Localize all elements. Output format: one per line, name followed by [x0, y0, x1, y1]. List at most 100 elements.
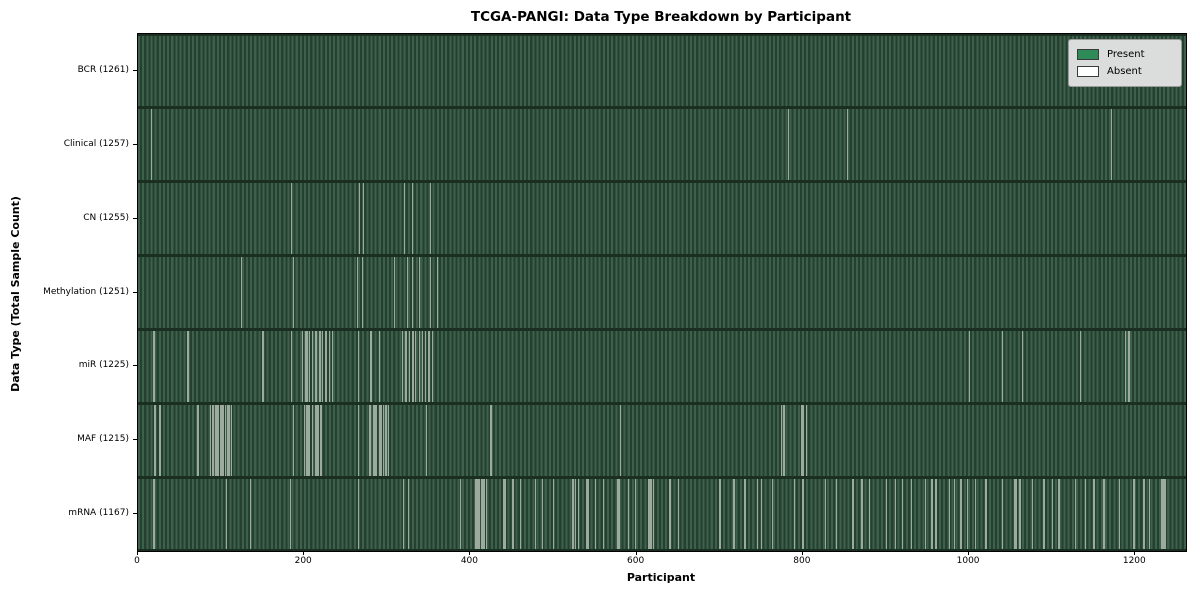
absent-mark	[771, 478, 774, 550]
absent-mark	[1058, 478, 1060, 550]
absent-mark	[385, 404, 387, 476]
absent-mark	[187, 331, 189, 402]
absent-mark	[308, 404, 311, 476]
y-tick-label: BCR (1261)	[77, 64, 129, 75]
absent-mark	[215, 404, 218, 476]
absent-mark	[1143, 478, 1145, 550]
absent-mark	[802, 478, 804, 550]
absent-mark	[393, 257, 395, 328]
absent-mark	[306, 331, 308, 402]
legend-label-absent: Absent	[1107, 66, 1142, 77]
absent-mark	[1163, 478, 1166, 550]
data-row-maf	[138, 403, 1186, 477]
absent-mark	[374, 404, 376, 476]
absent-mark	[1124, 331, 1127, 402]
absent-mark	[931, 478, 933, 550]
absent-mark	[362, 183, 365, 254]
absent-mark	[382, 404, 385, 476]
absent-mark	[431, 331, 434, 402]
absent-mark	[357, 478, 360, 550]
absent-mark	[760, 478, 763, 550]
absent-mark	[910, 478, 912, 550]
absent-mark	[794, 478, 796, 550]
absent-mark	[782, 404, 784, 476]
absent-mark	[1014, 478, 1016, 550]
absent-mark	[519, 478, 522, 550]
x-tick-label: 400	[460, 556, 479, 566]
absent-mark	[1075, 478, 1077, 550]
absent-mark	[1051, 478, 1054, 550]
absent-mark	[372, 404, 375, 476]
absent-mark	[504, 478, 507, 550]
absent-mark	[219, 404, 222, 476]
absent-mark	[328, 331, 331, 402]
absent-mark	[229, 404, 231, 476]
absent-mark	[290, 183, 292, 254]
y-tick-label: MAF (1215)	[77, 434, 129, 445]
x-tick-mark	[303, 551, 305, 555]
absent-mark	[1110, 109, 1113, 181]
x-tick-label: 800	[793, 556, 811, 566]
absent-mark	[220, 404, 222, 476]
x-tick-mark	[469, 551, 471, 555]
absent-mark	[852, 478, 854, 550]
x-tick-mark	[137, 551, 138, 555]
present-bars	[138, 404, 1186, 476]
x-tick-mark	[1134, 551, 1136, 555]
absent-mark	[1103, 478, 1105, 550]
chart-title: TCGA-PANGI: Data Type Breakdown by Parti…	[470, 9, 852, 25]
absent-mark	[386, 404, 388, 476]
absent-mark	[401, 331, 404, 402]
absent-mark	[902, 478, 904, 550]
absent-mark	[846, 109, 848, 181]
absent-mark	[1080, 331, 1082, 402]
legend: Present Absent	[1068, 39, 1182, 87]
absent-mark	[935, 478, 937, 550]
absent-mark	[370, 331, 372, 402]
absent-mark	[885, 478, 887, 550]
present-bars	[138, 109, 1186, 181]
absent-mark	[585, 478, 587, 550]
absent-mark	[572, 478, 574, 550]
legend-item-present: Present	[1077, 46, 1173, 63]
absent-mark	[430, 183, 432, 254]
absent-mark	[315, 331, 317, 402]
x-tick-label: 0	[134, 556, 140, 566]
absent-mark	[214, 404, 217, 476]
present-bars	[138, 331, 1186, 402]
absent-mark	[316, 404, 318, 476]
absent-mark	[405, 331, 407, 402]
absent-mark	[677, 478, 680, 550]
absent-mark	[573, 478, 575, 550]
absent-mark	[968, 331, 970, 402]
absent-mark	[197, 404, 199, 476]
absent-mark	[648, 478, 650, 550]
absent-mark	[484, 478, 486, 550]
absent-mark	[1021, 331, 1024, 402]
absent-mark	[153, 478, 155, 550]
absent-mark	[483, 478, 485, 550]
absent-mark	[1001, 478, 1004, 550]
y-tick-label: Clinical (1257)	[63, 138, 129, 149]
x-tick-label: 200	[294, 556, 312, 566]
absent-mark	[719, 478, 721, 550]
x-tick-mark	[635, 551, 637, 555]
absent-mark	[476, 478, 478, 550]
absent-mark	[418, 331, 420, 402]
absent-mark	[212, 404, 214, 476]
y-tick-mark	[133, 439, 137, 441]
y-tick-label: mRNA (1167)	[68, 508, 129, 519]
absent-mark	[634, 478, 636, 550]
absent-mark	[1085, 478, 1087, 550]
data-row-mir	[138, 329, 1186, 403]
absent-mark	[475, 478, 477, 550]
absent-mark	[379, 404, 381, 476]
y-tick-mark	[133, 69, 137, 71]
absent-mark	[534, 478, 537, 550]
absent-mark	[924, 478, 926, 550]
absent-mark	[411, 257, 414, 328]
absent-mark	[425, 331, 427, 402]
absent-mark	[290, 331, 292, 402]
absent-mark	[217, 404, 219, 476]
